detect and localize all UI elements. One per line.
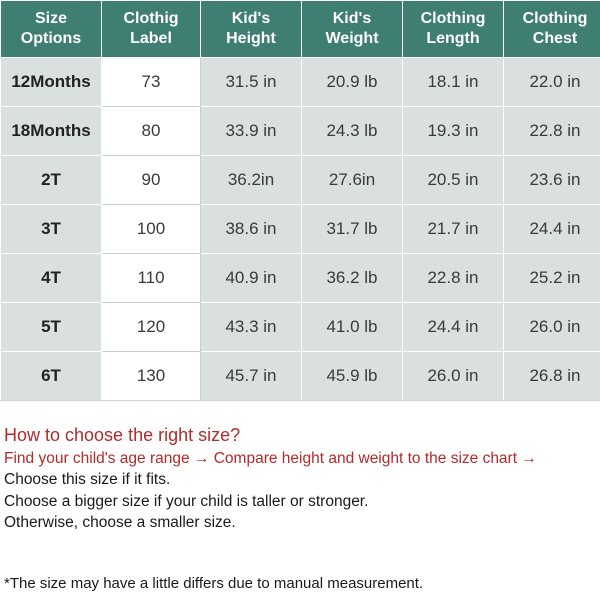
table-row: 6T 130 45.7 in 45.9 lb 26.0 in 26.8 in	[0, 351, 600, 401]
weight-cell: 36.2 lb	[301, 253, 403, 303]
header-row: Size Options Clothig Label Kid's Height …	[0, 0, 600, 58]
clothing-label-cell: 110	[101, 253, 201, 303]
header-clothing-label: Clothig Label	[101, 0, 201, 58]
length-cell: 18.1 in	[402, 57, 504, 107]
guide-line-fits: Choose this size if it fits.	[4, 471, 171, 488]
weight-cell: 20.9 lb	[301, 57, 403, 107]
chest-cell: 23.6 in	[503, 155, 600, 205]
weight-cell: 31.7 lb	[301, 204, 403, 254]
header-clothing-length: Clothing Length	[402, 0, 504, 58]
length-cell: 20.5 in	[402, 155, 504, 205]
length-cell: 22.8 in	[402, 253, 504, 303]
table-row: 5T 120 43.3 in 41.0 lb 24.4 in 26.0 in	[0, 302, 600, 352]
size-option-cell: 6T	[0, 351, 102, 401]
guide-line-smaller: Otherwise, choose a smaller size.	[4, 514, 236, 531]
size-option-cell: 3T	[0, 204, 102, 254]
clothing-label-cell: 73	[101, 57, 201, 107]
header-clothing-chest: Clothing Chest	[503, 0, 600, 58]
chest-cell: 22.0 in	[503, 57, 600, 107]
size-option-cell: 4T	[0, 253, 102, 303]
guide-title: How to choose the right size?	[4, 425, 241, 445]
weight-cell: 24.3 lb	[301, 106, 403, 156]
clothing-label-cell: 120	[101, 302, 201, 352]
chest-cell: 25.2 in	[503, 253, 600, 303]
height-cell: 38.6 in	[200, 204, 302, 254]
size-option-cell: 12Months	[0, 57, 102, 107]
length-cell: 26.0 in	[402, 351, 504, 401]
size-chart-body: 12Months 73 31.5 in 20.9 lb 18.1 in 22.0…	[0, 57, 600, 401]
size-option-cell: 2T	[0, 155, 102, 205]
table-row: 3T 100 38.6 in 31.7 lb 21.7 in 24.4 in	[0, 204, 600, 254]
weight-cell: 45.9 lb	[301, 351, 403, 401]
guide-steps: Find your child's age range → Compare he…	[4, 450, 537, 467]
chest-cell: 22.8 in	[503, 106, 600, 156]
size-guide: How to choose the right size? Find your …	[4, 424, 596, 534]
chest-cell: 26.0 in	[503, 302, 600, 352]
chest-cell: 26.8 in	[503, 351, 600, 401]
table-row: 2T 90 36.2in 27.6in 20.5 in 23.6 in	[0, 155, 600, 205]
table-row: 12Months 73 31.5 in 20.9 lb 18.1 in 22.0…	[0, 57, 600, 107]
weight-cell: 41.0 lb	[301, 302, 403, 352]
height-cell: 33.9 in	[200, 106, 302, 156]
measurement-footnote: *The size may have a little differs due …	[4, 575, 424, 592]
height-cell: 43.3 in	[200, 302, 302, 352]
length-cell: 21.7 in	[402, 204, 504, 254]
clothing-label-cell: 100	[101, 204, 201, 254]
table-row: 18Months 80 33.9 in 24.3 lb 19.3 in 22.8…	[0, 106, 600, 156]
height-cell: 36.2in	[200, 155, 302, 205]
chest-cell: 24.4 in	[503, 204, 600, 254]
size-option-cell: 5T	[0, 302, 102, 352]
header-kids-weight: Kid's Weight	[301, 0, 403, 58]
length-cell: 24.4 in	[402, 302, 504, 352]
clothing-label-cell: 80	[101, 106, 201, 156]
clothing-label-cell: 130	[101, 351, 201, 401]
length-cell: 19.3 in	[402, 106, 504, 156]
size-chart-header: Size Options Clothig Label Kid's Height …	[0, 0, 600, 58]
header-kids-height: Kid's Height	[200, 0, 302, 58]
size-option-cell: 18Months	[0, 106, 102, 156]
height-cell: 31.5 in	[200, 57, 302, 107]
weight-cell: 27.6in	[301, 155, 403, 205]
clothing-label-cell: 90	[101, 155, 201, 205]
guide-line-bigger: Choose a bigger size if your child is ta…	[4, 492, 369, 510]
header-size-options: Size Options	[0, 0, 102, 58]
size-chart-table: Size Options Clothig Label Kid's Height …	[0, 0, 600, 401]
height-cell: 45.7 in	[200, 351, 302, 401]
table-row: 4T 110 40.9 in 36.2 lb 22.8 in 25.2 in	[0, 253, 600, 303]
height-cell: 40.9 in	[200, 253, 302, 303]
